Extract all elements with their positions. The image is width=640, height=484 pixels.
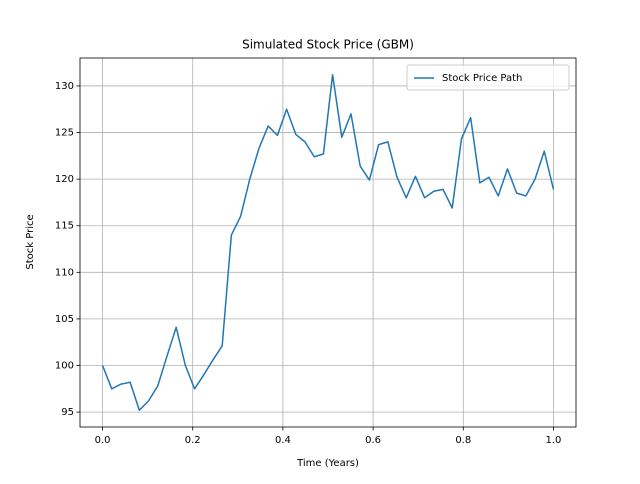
chart-title: Simulated Stock Price (GBM) bbox=[242, 38, 414, 52]
x-tick-label: 0.0 bbox=[95, 435, 111, 446]
y-tick-label: 100 bbox=[55, 361, 74, 372]
y-tick-label: 130 bbox=[55, 81, 74, 92]
y-tick-label: 105 bbox=[55, 314, 74, 325]
y-tick-label: 120 bbox=[55, 174, 74, 185]
y-tick-label: 110 bbox=[55, 267, 74, 278]
y-tick-label: 125 bbox=[55, 128, 74, 139]
x-tick-label: 0.2 bbox=[185, 435, 201, 446]
x-axis-label: Time (Years) bbox=[296, 458, 359, 469]
line-series bbox=[101, 74, 555, 411]
y-axis-label: Stock Price bbox=[25, 214, 36, 269]
x-tick-label: 0.8 bbox=[455, 435, 471, 446]
x-tick-label: 0.6 bbox=[365, 435, 381, 446]
y-tick-label: 95 bbox=[61, 407, 74, 418]
plot-frame bbox=[79, 57, 577, 428]
x-tick-label: 1.0 bbox=[546, 435, 562, 446]
y-tick-label: 115 bbox=[55, 221, 74, 232]
legend-box bbox=[406, 64, 570, 91]
legend-label: Stock Price Path bbox=[442, 73, 522, 84]
x-tick-label: 0.4 bbox=[275, 435, 291, 446]
